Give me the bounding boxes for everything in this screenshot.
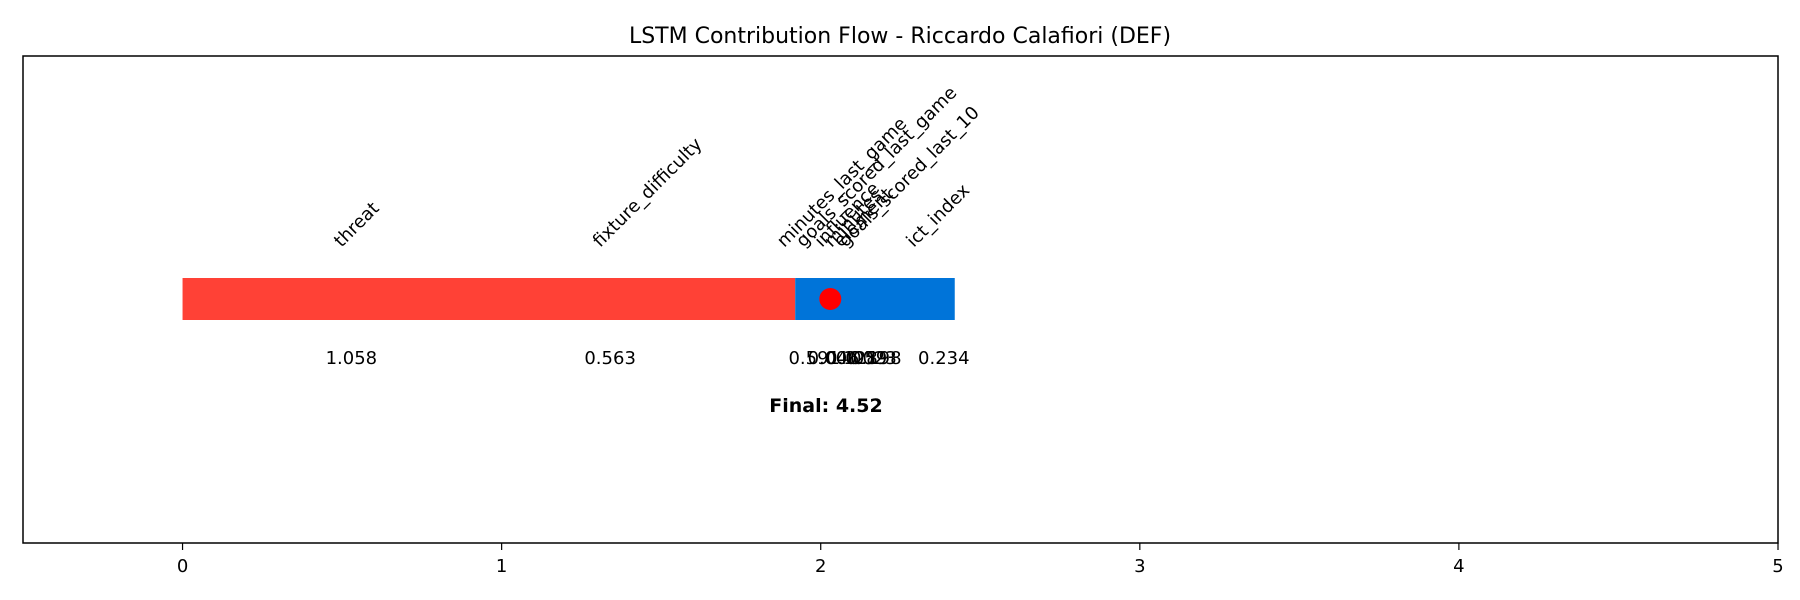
plot-frame	[22, 55, 1779, 544]
contribution-bars	[182, 278, 955, 320]
value-labels: 1.058 0.563 0.5910.0460.1280.0590.0230.198…	[326, 348, 970, 369]
x-axis: 0 1 2 3 4 5	[177, 543, 1784, 577]
value-label: 0.046	[808, 348, 860, 369]
feature-label: threat	[330, 198, 383, 251]
x-tick-label: 3	[1134, 556, 1145, 577]
value-label: 0.059	[836, 348, 888, 369]
chart-title: LSTM Contribution Flow - Riccardo Calafi…	[629, 24, 1171, 49]
value-label: 0.128	[826, 348, 878, 369]
value-label: 0.591	[788, 348, 840, 369]
value-label: 0.023	[845, 348, 897, 369]
x-tick-label: 5	[1772, 556, 1783, 577]
feature-labels: threat fixture_difficulty minutes_last_gam…	[330, 82, 984, 251]
feature-label: ict_index	[902, 180, 974, 252]
feature-label: fixture_difficulty	[589, 134, 707, 252]
value-label: 0.234	[918, 348, 970, 369]
positive-contribution-bar	[182, 278, 796, 320]
final-value-label: Final: 4.52	[769, 395, 882, 417]
value-label: 0.198	[850, 348, 902, 369]
x-tick-label: 0	[177, 556, 188, 577]
value-label: 0.563	[584, 348, 636, 369]
value-label: 1.058	[326, 348, 378, 369]
x-tick-label: 4	[1453, 556, 1464, 577]
negative-contribution-bar	[795, 278, 955, 320]
final-value-marker	[819, 288, 842, 310]
x-tick-label: 1	[496, 556, 507, 577]
x-tick-label: 2	[815, 556, 826, 577]
